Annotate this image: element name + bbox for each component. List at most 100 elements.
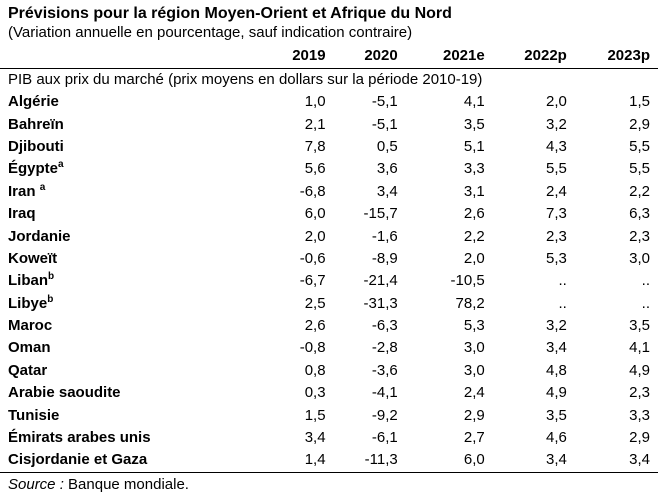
- value-cell-2022p: 3,4: [545, 339, 567, 357]
- table-row: Koweït -0,6 -8,9 2,0 5,3 3,0: [0, 248, 658, 270]
- value-cell-2023p: 3,3: [629, 406, 650, 424]
- value-cell-2020: -8,9: [371, 249, 398, 267]
- country-name: Libanb: [0, 270, 251, 292]
- header-2023p: 2023p: [566, 44, 658, 69]
- table-row: Cisjordanie et Gaza 1,4 -11,3 6,0 3,4 3,4: [0, 449, 658, 473]
- value-cell-2022p: 4,3: [545, 137, 567, 155]
- table-row: Maroc 2,6 -6,3 5,3 3,2 3,5: [0, 315, 658, 337]
- country-name: Arabie saoudite: [0, 382, 251, 404]
- value-cell-2019: 3,4: [304, 429, 326, 447]
- table-row: Émirats arabes unis 3,4 -6,1 2,7 4,6 2,9: [0, 427, 658, 449]
- table-subtitle: (Variation annuelle en pourcentage, sauf…: [8, 24, 413, 41]
- value-cell-2023p: 2,3: [629, 384, 650, 402]
- country-label: Égypte: [8, 160, 59, 178]
- table-row: Algérie 1,0 -5,1 4,1 2,0 1,5: [0, 91, 658, 113]
- value-cell-2020: -6,3: [371, 317, 398, 335]
- value-cell-2021e: 4,1: [463, 93, 485, 111]
- value-cell-2022p: 7,3: [545, 205, 567, 223]
- country-label: Émirats arabes unis: [8, 429, 151, 447]
- header-blank: [0, 44, 252, 69]
- value-cell-2022p: 2,4: [545, 182, 567, 200]
- value-cell-2019: 5,6: [304, 160, 326, 178]
- value-cell-2020: 3,6: [376, 160, 398, 178]
- country-label: Iraq: [8, 205, 36, 223]
- country-name: Algérie: [0, 91, 251, 113]
- value-cell-2020: 3,4: [376, 182, 398, 200]
- value-cell-2019: 2,1: [304, 115, 326, 133]
- value-cell-2023p: 6,3: [629, 205, 650, 223]
- country-label: Algérie: [8, 93, 59, 111]
- value-cell-2020: -3,6: [371, 361, 398, 379]
- value-cell-2020: -21,4: [363, 272, 398, 290]
- section-row: PIB aux prix du marché (prix moyens en d…: [0, 69, 658, 92]
- header-2019: 2019: [251, 44, 326, 69]
- section-label: PIB aux prix du marché (prix moyens en d…: [8, 71, 483, 88]
- source-note: Source : Banque mondiale.: [8, 476, 189, 494]
- table-row: Égyptea 5,6 3,6 3,3 5,5 5,5: [0, 158, 658, 180]
- forecast-table: 2019 2020 2021e 2022p 2023p PIB aux prix…: [0, 44, 658, 473]
- value-cell-2022p: 5,3: [545, 249, 567, 267]
- value-cell-2023p: 2,9: [629, 115, 650, 133]
- value-cell-2022p: 2,0: [545, 93, 567, 111]
- value-cell-2020: -2,8: [371, 339, 398, 357]
- table-row: Bahreïn 2,1 -5,1 3,5 3,2 2,9: [0, 113, 658, 135]
- value-cell-2020: -1,6: [371, 227, 398, 245]
- value-cell-2019: -0,8: [299, 339, 326, 357]
- value-cell-2019: 2,5: [304, 294, 326, 312]
- value-cell-2021e: 3,3: [463, 160, 485, 178]
- value-cell-2019: -6,7: [299, 272, 326, 290]
- footnote-marker: b: [48, 271, 55, 283]
- value-cell-2023p: 3,5: [629, 317, 650, 335]
- country-name: Iran a: [0, 181, 251, 203]
- table-title: Prévisions pour la région Moyen-Orient e…: [8, 5, 452, 22]
- footnote-marker: a: [39, 181, 46, 193]
- country-label: Jordanie: [8, 227, 71, 245]
- country-label: Qatar: [8, 361, 48, 379]
- value-cell-2021e: 3,0: [463, 361, 485, 379]
- value-cell-2019: 2,6: [304, 317, 326, 335]
- value-cell-2019: 1,5: [304, 406, 326, 424]
- value-cell-2021e: 5,1: [463, 137, 485, 155]
- source-text: Banque mondiale.: [63, 476, 189, 493]
- country-label: Bahreïn: [8, 115, 64, 133]
- value-cell-2019: 1,4: [251, 449, 326, 473]
- value-cell-2022p: 3,2: [545, 115, 567, 133]
- country-name: Djibouti: [0, 136, 251, 158]
- value-cell-2019: 2,0: [304, 227, 326, 245]
- header-2021e: 2021e: [397, 44, 485, 69]
- value-cell-2022p: 2,3: [545, 227, 567, 245]
- value-cell-2023p: 1,5: [629, 93, 650, 111]
- value-cell-2023p: 2,3: [629, 227, 650, 245]
- table-row: Qatar 0,8 -3,6 3,0 4,8 4,9: [0, 360, 658, 382]
- value-cell-2019: 1,0: [304, 93, 326, 111]
- country-name: Jordanie: [0, 225, 251, 247]
- country-name: Bahreïn: [0, 113, 251, 135]
- value-cell-2021e: 78,2: [455, 294, 485, 312]
- header-2022p: 2022p: [484, 44, 567, 69]
- country-name: Qatar: [0, 360, 251, 382]
- value-cell-2019: -6,8: [299, 182, 326, 200]
- country-name: Iraq: [0, 203, 251, 225]
- table-row: Libanb -6,7 -21,4 -10,5....: [0, 270, 658, 292]
- country-label: Oman: [8, 339, 51, 357]
- value-cell-2021e: 2,9: [463, 406, 485, 424]
- country-name: Koweït: [0, 248, 251, 270]
- table-row: Djibouti 7,8 0,5 5,1 4,3 5,5: [0, 136, 658, 158]
- country-name: Oman: [0, 337, 251, 359]
- value-cell-2023p: ..: [641, 294, 650, 312]
- value-cell-2023p: ..: [641, 272, 650, 290]
- footnote-marker: a: [58, 159, 64, 171]
- value-cell-2021e: 3,5: [463, 115, 485, 133]
- value-cell-2023p: 4,9: [629, 361, 650, 379]
- country-label: Arabie saoudite: [8, 384, 121, 402]
- value-cell-2020: -6,1: [371, 429, 398, 447]
- country-label: Maroc: [8, 317, 53, 335]
- value-cell-2020: 0,5: [376, 137, 398, 155]
- table-row: Jordanie 2,0 -1,6 2,2 2,3 2,3: [0, 225, 658, 247]
- value-cell-2020: -15,7: [363, 205, 398, 223]
- value-cell-2021e: 2,2: [463, 227, 485, 245]
- value-cell-2023p: 3,0: [629, 249, 650, 267]
- value-cell-2020: -5,1: [371, 115, 398, 133]
- value-cell-2022p: 5,5: [545, 160, 567, 178]
